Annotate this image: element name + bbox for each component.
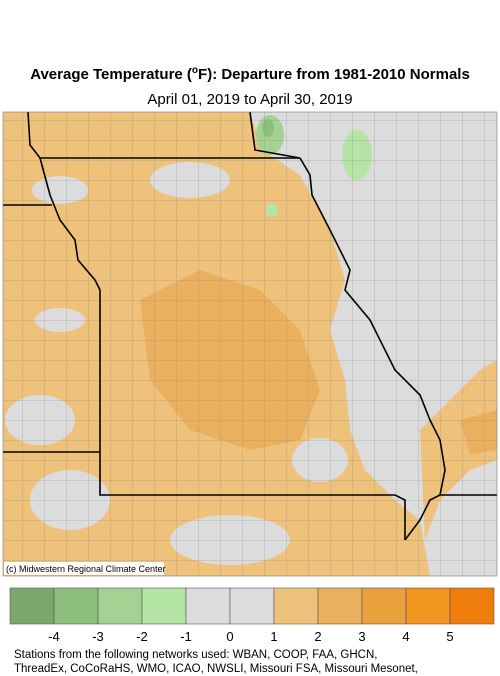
footer-line: Stations from the following networks use…: [14, 649, 377, 661]
subtitle: April 01, 2019 to April 30, 2019: [147, 91, 352, 108]
legend-swatch: [405, 587, 451, 625]
credit-box: [4, 562, 164, 575]
state-borders: [3, 112, 497, 541]
legend-swatch: [317, 587, 363, 625]
legend-tick-label: -2: [136, 629, 148, 644]
legend-tick-label: -1: [180, 629, 192, 644]
legend-tick-label: -4: [48, 629, 60, 644]
title-start: Average Temperature (: [30, 66, 192, 83]
legend-swatch: [229, 587, 275, 625]
legend-tick-label: 0: [226, 629, 233, 644]
legend-tick-label: -3: [92, 629, 104, 644]
county-lines: [3, 112, 497, 576]
legend-tick-label: 3: [358, 629, 365, 644]
map: (c) Midwestern Regional Climate Center: [3, 112, 497, 576]
title-degree: o: [192, 65, 198, 76]
legend-swatch: [361, 587, 407, 625]
legend-swatch: [185, 587, 231, 625]
legend-swatch: [449, 587, 495, 625]
credit: (c) Midwestern Regional Climate Center: [6, 564, 166, 574]
legend-swatch: [141, 587, 187, 625]
legend-tick-label: 4: [402, 629, 409, 644]
legend-tick-label: 2: [314, 629, 321, 644]
legend: -4 -3 -2 -1 0 1 2 3 4 5: [9, 587, 495, 644]
title: Average Temperature (oF): Departure from…: [30, 65, 470, 83]
legend-swatch: [9, 587, 55, 625]
map-frame: [2, 111, 498, 577]
legend-swatch: [53, 587, 99, 625]
legend-swatch: [273, 587, 319, 625]
title-end: F): Departure from 1981-2010 Normals: [198, 66, 470, 83]
legend-swatch: [97, 587, 143, 625]
legend-tick-label: 5: [446, 629, 453, 644]
legend-tick-label: 1: [270, 629, 277, 644]
footer-line: ThreadEx, CoCoRaHS, WMO, ICAO, NWSLI, Mi…: [14, 663, 418, 675]
